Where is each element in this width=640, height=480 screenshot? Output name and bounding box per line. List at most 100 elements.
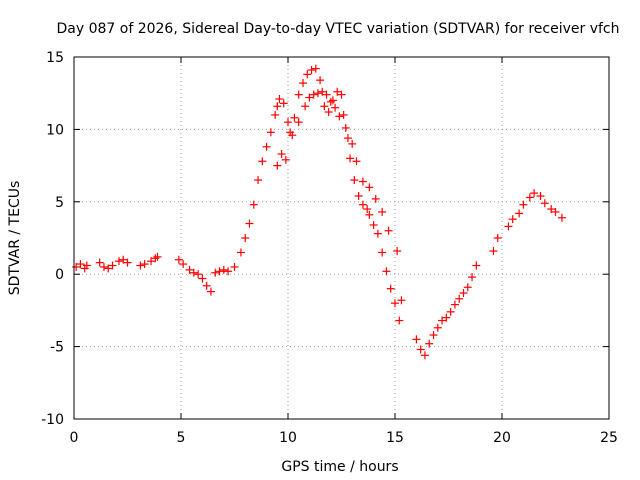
data-point bbox=[433, 323, 442, 332]
data-point bbox=[236, 248, 245, 257]
data-point bbox=[189, 268, 198, 277]
data-point bbox=[219, 265, 228, 274]
data-point bbox=[358, 177, 367, 186]
data-point bbox=[230, 262, 239, 271]
data-point bbox=[313, 89, 322, 98]
data-point bbox=[108, 261, 117, 270]
x-tick-label: 25 bbox=[600, 430, 618, 446]
data-point bbox=[215, 267, 224, 276]
data-point bbox=[301, 102, 310, 111]
y-tick-label: -5 bbox=[50, 340, 64, 356]
data-point bbox=[114, 257, 123, 266]
data-point bbox=[294, 90, 303, 99]
data-point bbox=[395, 316, 404, 325]
data-point bbox=[119, 255, 128, 264]
data-point bbox=[331, 103, 340, 112]
data-point bbox=[363, 205, 372, 214]
plot-area bbox=[72, 64, 566, 360]
data-point bbox=[262, 142, 271, 151]
data-point bbox=[174, 255, 183, 264]
y-tick-label: 0 bbox=[55, 267, 64, 283]
data-point bbox=[416, 345, 425, 354]
data-point bbox=[339, 110, 348, 119]
data-point bbox=[519, 200, 528, 209]
data-point bbox=[303, 70, 312, 79]
data-point bbox=[194, 270, 203, 279]
data-point bbox=[504, 222, 513, 231]
data-point bbox=[333, 87, 342, 96]
data-point bbox=[348, 139, 357, 148]
data-point bbox=[536, 192, 545, 201]
y-tick-label: 15 bbox=[46, 50, 64, 66]
data-point bbox=[311, 64, 320, 73]
data-point bbox=[337, 90, 346, 99]
data-point bbox=[224, 267, 233, 276]
data-point bbox=[450, 300, 459, 309]
data-point bbox=[557, 213, 566, 222]
data-point bbox=[153, 252, 162, 261]
data-point bbox=[365, 183, 374, 192]
data-point bbox=[463, 283, 472, 292]
data-point bbox=[104, 264, 113, 273]
data-point bbox=[99, 262, 108, 271]
data-point bbox=[298, 79, 307, 88]
data-point bbox=[420, 351, 429, 360]
data-point bbox=[472, 261, 481, 270]
grid-lines bbox=[74, 57, 609, 419]
data-point bbox=[358, 200, 367, 209]
data-point bbox=[438, 316, 447, 325]
data-point bbox=[429, 331, 438, 340]
data-point bbox=[493, 234, 502, 242]
x-tick-label: 20 bbox=[493, 430, 511, 446]
data-point bbox=[324, 108, 333, 117]
data-point bbox=[455, 294, 464, 303]
data-point bbox=[515, 209, 524, 218]
data-point bbox=[309, 90, 318, 99]
data-point bbox=[294, 118, 303, 127]
data-point bbox=[258, 157, 267, 166]
x-tick-label: 10 bbox=[279, 430, 297, 446]
data-point bbox=[305, 93, 314, 102]
y-tick-label: 5 bbox=[55, 195, 64, 211]
data-point bbox=[279, 99, 288, 108]
y-tick-label: 10 bbox=[46, 122, 64, 138]
data-point bbox=[241, 234, 250, 242]
data-point bbox=[76, 260, 85, 269]
data-point bbox=[369, 220, 378, 229]
data-point bbox=[391, 299, 399, 308]
data-point bbox=[290, 113, 299, 122]
x-tick-label: 0 bbox=[70, 430, 79, 446]
data-point bbox=[551, 207, 560, 216]
data-point bbox=[266, 128, 275, 137]
data-point bbox=[307, 66, 316, 75]
y-tick-label: -10 bbox=[41, 412, 64, 428]
data-point bbox=[316, 76, 325, 85]
data-point bbox=[352, 157, 361, 166]
data-point bbox=[288, 131, 297, 140]
data-point bbox=[284, 118, 292, 127]
data-point bbox=[82, 261, 91, 270]
data-point bbox=[273, 102, 282, 111]
x-tick-label: 15 bbox=[386, 430, 404, 446]
data-point bbox=[378, 207, 387, 216]
data-point bbox=[530, 189, 539, 198]
y-axis-label: SDTVAR / TECUs bbox=[7, 181, 23, 296]
data-point bbox=[386, 284, 395, 293]
data-point bbox=[277, 150, 286, 159]
data-point bbox=[326, 97, 335, 106]
data-point bbox=[459, 289, 468, 298]
x-axis-label: GPS time / hours bbox=[281, 459, 398, 475]
data-point bbox=[393, 247, 402, 256]
data-point bbox=[281, 155, 290, 164]
data-point bbox=[273, 161, 282, 170]
data-point bbox=[136, 261, 145, 270]
data-point bbox=[397, 296, 406, 305]
data-point bbox=[412, 335, 421, 344]
data-point bbox=[202, 281, 211, 290]
data-point bbox=[373, 229, 382, 238]
data-point bbox=[254, 176, 263, 185]
data-point bbox=[371, 194, 380, 203]
data-point bbox=[489, 247, 498, 256]
